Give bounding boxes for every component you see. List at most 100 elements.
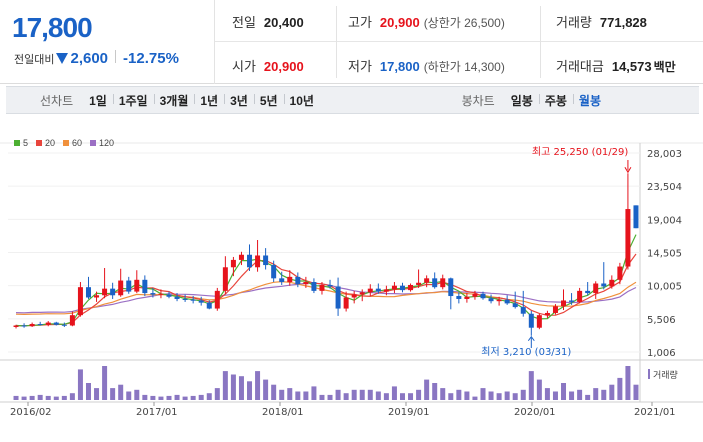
y-tick-label: 10,005 (647, 282, 682, 293)
price-change: 전일대비 2,600 -12.75% (14, 50, 179, 67)
candle-body (424, 278, 430, 283)
candle-body (367, 288, 373, 293)
volume-bar (351, 389, 357, 400)
volume-bar (303, 391, 309, 400)
volume-bar (287, 388, 293, 400)
candle-body (118, 280, 124, 296)
y-tick-label: 19,004 (647, 215, 682, 226)
candle-body (552, 306, 558, 313)
candle-body (134, 279, 140, 292)
y-tick-label: 28,003 (647, 149, 682, 160)
chart-period-tabs: 선차트 1일 1주일 3개월 1년 3년 5년 10년 봉차트 일봉 주봉 월봉 (6, 86, 699, 114)
candle-body (69, 315, 75, 326)
low-value: 17,800 (379, 59, 420, 74)
candle-body (77, 287, 83, 316)
candle-body (230, 259, 236, 268)
volume-bar (399, 393, 405, 400)
tab-10y[interactable]: 10년 (283, 92, 320, 109)
volume-bar (391, 386, 397, 400)
tab-1d[interactable]: 1일 (89, 93, 107, 108)
down-triangle-icon (56, 53, 69, 64)
lower-limit: (하한가 14,300) (423, 60, 505, 74)
candle-body (391, 285, 397, 290)
candle-body (536, 315, 542, 328)
candle-body (21, 325, 27, 327)
change-value: 2,600 (70, 50, 109, 67)
candle-body (335, 286, 341, 309)
tab-1w[interactable]: 1주일 (112, 92, 154, 109)
x-tick-label: 2021/01 (634, 407, 676, 418)
legend-ma20: 20 (36, 138, 55, 148)
volume-bar (94, 388, 100, 400)
candle-body (182, 298, 188, 300)
tab-daily[interactable]: 일봉 (510, 93, 533, 108)
y-tick-label: 14,505 (647, 248, 682, 259)
tab-3y[interactable]: 3년 (224, 92, 254, 109)
tab-monthly[interactable]: 월봉 (572, 92, 607, 109)
candle-body (625, 209, 631, 267)
tab-1y[interactable]: 1년 (194, 92, 224, 109)
volume-bar (158, 396, 164, 400)
y-tick-label: 23,504 (647, 182, 682, 193)
candle-body (432, 278, 438, 288)
volume-bar (367, 389, 373, 400)
volume-bar (222, 371, 228, 400)
volume-bar (69, 393, 75, 400)
candle-body (464, 296, 470, 299)
volume-bar (198, 394, 204, 400)
low-arrow-head (527, 335, 535, 342)
candle-body (158, 293, 164, 295)
candle-body (561, 300, 567, 307)
volume-bar (448, 393, 454, 400)
candle-body (102, 288, 108, 296)
candle-body (255, 255, 261, 268)
price-panel: 17,800 전일대비 2,600 -12.75% (0, 0, 215, 84)
volume-bar (359, 389, 365, 400)
high-arrow-head (624, 167, 632, 174)
amount-label: 거래대금 (556, 59, 604, 74)
volume-axis-label: 거래량 (653, 369, 678, 381)
volume-bar (536, 379, 542, 400)
quote-header: 17,800 전일대비 2,600 -12.75% 전일 20,400 고가 2… (0, 0, 703, 84)
volume-bar (408, 393, 414, 400)
volume-bar (593, 388, 599, 400)
candle-body (45, 322, 51, 325)
tab-5y[interactable]: 5년 (253, 92, 284, 109)
volume-bar (134, 389, 140, 400)
candle-body (206, 302, 212, 309)
high-annotation: 최고 25,250 (01/29) (532, 146, 628, 158)
volume-bar (625, 366, 631, 400)
candle-body (222, 267, 228, 291)
volume-bar (37, 394, 43, 400)
change-label: 전일대비 (14, 54, 55, 66)
candle-body (569, 300, 575, 302)
candle-body (94, 295, 100, 298)
candle-body (126, 280, 132, 292)
x-tick-label: 2017/01 (136, 407, 178, 418)
stock-chart: 5 20 60 120 28,003 23,504 19,004 14,505 10,0… (0, 130, 703, 437)
x-tick-label: 2018/01 (262, 407, 304, 418)
tab-3m[interactable]: 3개월 (153, 92, 195, 109)
volume-bar (271, 384, 277, 400)
candle-body (319, 284, 325, 291)
volume-bar (102, 366, 108, 400)
volume-bar (61, 395, 67, 400)
volume-bar (110, 388, 116, 400)
candle-body (408, 284, 414, 291)
candle-body (343, 297, 349, 309)
candle-body (399, 285, 405, 291)
open-price: 시가 20,900 (232, 56, 304, 75)
row-divider (215, 41, 703, 42)
tab-weekly[interactable]: 주봉 (538, 92, 573, 109)
volume-bar (190, 395, 196, 400)
volume-bar (464, 391, 470, 400)
volume-bar (295, 391, 301, 400)
volume-bar (238, 376, 244, 400)
ma120-line (15, 282, 637, 314)
volume-bar (77, 369, 83, 400)
candle-body (359, 292, 365, 295)
candle-body (37, 324, 43, 326)
volume-bar (375, 391, 381, 400)
x-tick-label: 2019/01 (388, 407, 430, 418)
candle-body (327, 284, 333, 287)
